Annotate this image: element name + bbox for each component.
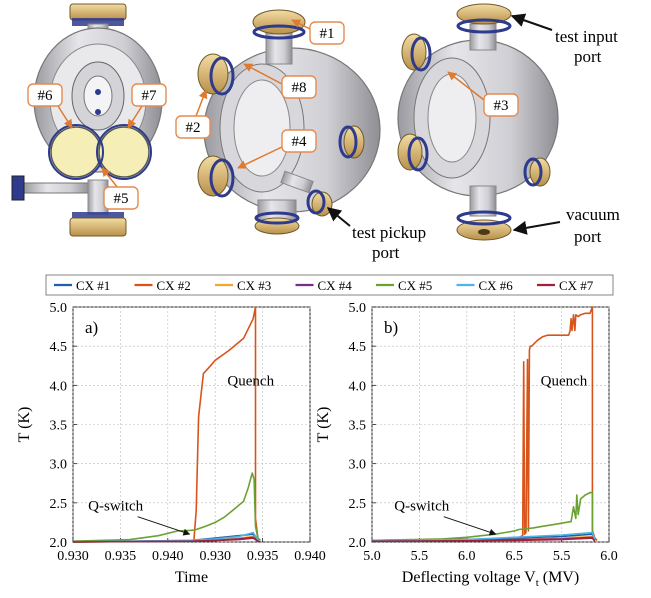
x-tick-label: 5.5 [411,549,429,564]
port-label-text: #3 [494,98,509,114]
port-label-text: #7 [142,88,158,104]
x-tick-label: 5.5 [553,549,571,564]
y-tick-label: 2.5 [349,497,367,512]
test-pickup-port-annotation: test pickup port [326,207,426,262]
chart-legend: CX #1 CX #2 CX #3 CX #4 CX #5 CX #6 CX #7 [45,274,614,296]
port-label-text: #5 [114,191,129,207]
chart-annotation: Q-switch [394,499,449,515]
port-label-text: #4 [292,134,308,150]
x-tick-label: 5.0 [363,549,381,564]
x-tick-label: 0.935 [247,549,279,564]
y-tick-label: 2.0 [349,536,367,551]
test-input-port-annotation: test input port [510,13,618,66]
y-tick-label: 4.0 [50,379,68,394]
legend-label: CX #3 [237,278,271,293]
x-tick-label: 0.940 [294,549,326,564]
x-axis-label: Deflecting voltage Vt (MV) [402,569,579,589]
series-line-cx7 [371,537,596,543]
port-label-3: #3 [447,71,519,117]
port-label-text: #1 [320,26,335,42]
y-tick-label: 5.0 [349,301,367,316]
y-tick-label: 5.0 [50,301,68,316]
panel-label: b) [384,318,398,337]
y-tick-label: 3.5 [349,419,367,434]
port-label-8: #8 [243,63,317,99]
legend-label: CX #1 [76,278,110,293]
legend-label: CX #5 [398,278,432,293]
series-line-cx2 [371,306,598,542]
port-labels: #6 #7 #5 #1 #8 #2 #4 [27,19,519,210]
legend-label: CX #2 [157,278,191,293]
y-tick-label: 2.5 [50,497,68,512]
chart-annotation: Quench [541,373,588,389]
port-label-text: #2 [186,120,201,136]
legend-entry: CX #3 [215,278,271,293]
x-tick-label: 0.935 [105,549,137,564]
q-switch-arrow [137,516,191,536]
series-line-cx7 [72,537,261,543]
legend-entry: CX #7 [537,278,594,293]
annotation-line-2: port [372,243,400,262]
y-tick-label: 4.5 [349,340,367,355]
annotation-line-2: port [574,47,602,66]
cavity-iso-view-left [197,9,381,235]
y-tick-label: 3.0 [50,458,68,473]
legend-entry: CX #6 [456,278,514,293]
chart-annotation: Q-switch [88,499,143,515]
x-tick-label: 6.5 [505,549,523,564]
port-label-5: #5 [101,167,139,210]
y-tick-label: 4.0 [349,379,367,394]
cavity-front-view [11,3,163,237]
chart-panel-a: 2.0 2.5 3.0 3.5 4.0 4.5 5.0 0.930 0.935 0.940 0.93… [16,301,326,586]
x-tick-label: 0.930 [199,549,231,564]
series-line-cx5 [72,472,261,542]
x-axis-label: Time [175,569,208,586]
port-label-2: #2 [175,89,211,139]
legend-entry: CX #5 [376,278,432,293]
y-tick-label: 4.5 [50,340,68,355]
annotation-line-1: test pickup [352,223,426,242]
x-tick-label: 6.0 [600,549,618,564]
annotation-line-1: vacuum [566,205,620,224]
port-label-text: #8 [292,80,307,96]
y-tick-label: 3.5 [50,419,68,434]
x-tick-label: 6.0 [458,549,476,564]
x-tick-label: 0.930 [57,549,89,564]
port-label-6: #6 [27,83,73,129]
vacuum-port-annotation: vacuum port [512,205,620,246]
annotation-line-2: port [574,227,602,246]
legend-entry: CX #4 [295,278,353,293]
y-tick-label: 3.0 [349,458,367,473]
legend-entry: CX #1 [54,278,110,293]
port-label-text: #6 [38,88,54,104]
series-line-cx6 [371,531,596,542]
port-label-7: #7 [127,83,167,129]
legend-label: CX #4 [318,278,353,293]
panel-label: a) [85,318,98,337]
x-tick-label: 0.940 [152,549,184,564]
legend-label: CX #7 [559,278,594,293]
chart-panel-b: 2.0 2.5 3.0 3.5 4.0 4.5 5.0 5.0 5.5 6.0 6.5 5.5 6.0 b… [315,301,618,589]
q-switch-arrow [443,516,497,536]
port-label-1: #1 [291,19,345,45]
y-tick-label: 2.0 [50,536,68,551]
y-axis-label: T (K) [16,407,33,443]
legend-label: CX #6 [479,278,514,293]
series-line-cx5 [371,491,596,542]
cavity-iso-view-right [397,3,559,241]
legend-entry: CX #2 [134,278,191,293]
y-axis-label: T (K) [315,407,332,443]
annotation-line-1: test input [555,27,618,46]
chart-annotation: Quench [227,373,274,389]
port-label-4: #4 [237,129,317,169]
